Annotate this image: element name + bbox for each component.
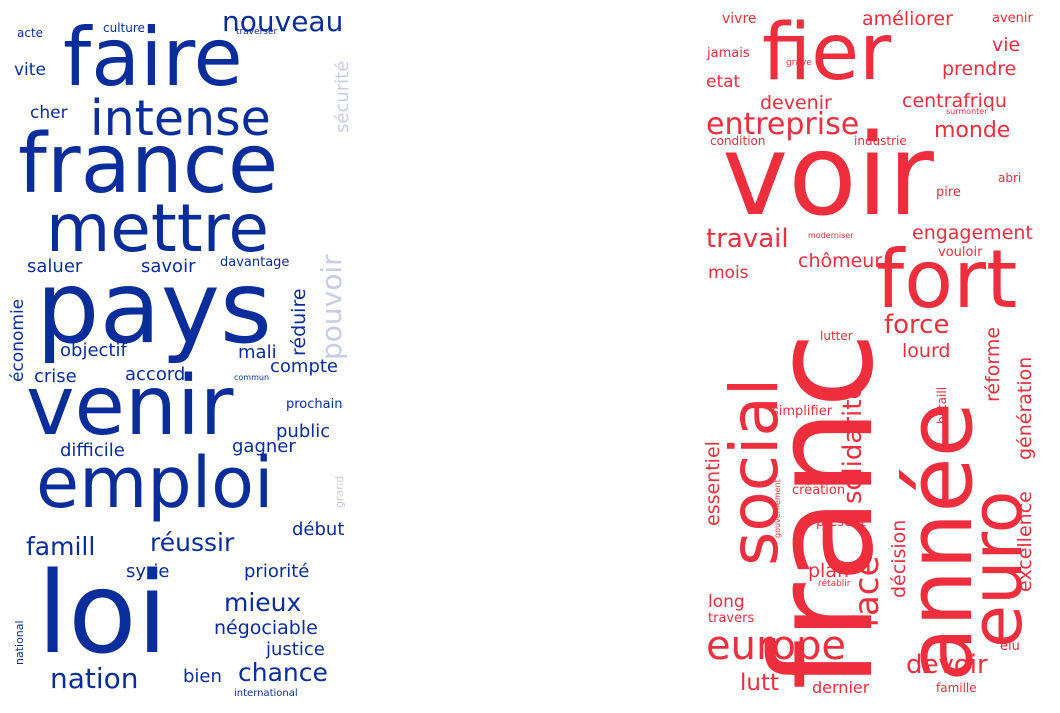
word: pouvoir — [315, 254, 348, 360]
word: fort — [876, 233, 1018, 326]
word: devenir — [760, 92, 832, 114]
word: sécurité — [332, 60, 353, 133]
word: création — [792, 483, 846, 498]
word: fier — [762, 8, 892, 98]
word: industrie — [854, 134, 907, 148]
word: rétablir — [818, 579, 851, 589]
word: présent — [816, 515, 866, 530]
word: plan — [808, 560, 850, 582]
word: emploi — [36, 442, 274, 524]
word: force — [884, 310, 950, 340]
word: traverser — [236, 27, 278, 37]
word: international — [234, 688, 298, 699]
word: famille — [936, 681, 977, 695]
word: abri — [998, 171, 1022, 185]
word: jamais — [707, 46, 750, 61]
word: crise — [34, 366, 77, 387]
word: venir — [26, 359, 234, 454]
word: début — [292, 519, 345, 540]
word: commun — [234, 373, 270, 382]
word: réduire — [288, 288, 310, 356]
word: face — [847, 555, 887, 628]
word: négociable — [214, 617, 318, 639]
word: réforme — [982, 326, 1004, 402]
word: moderniser — [808, 231, 854, 240]
word: essentiel — [702, 441, 724, 526]
word: saluer — [27, 256, 83, 277]
word: accord — [125, 364, 186, 385]
word: réussir — [150, 528, 235, 557]
word: vite — [14, 60, 46, 80]
word: gouvernement — [773, 479, 782, 538]
word: génération — [1014, 356, 1036, 460]
word: vouloir — [938, 245, 983, 260]
word: bien — [183, 666, 222, 687]
word: national — [13, 620, 26, 665]
word: condition — [710, 134, 766, 148]
word: grave — [786, 58, 812, 68]
word: vivre — [722, 11, 757, 27]
word-cloud-blue: acte culture traverser faire nouveau vit… — [0, 0, 370, 713]
word: surmonter — [946, 107, 988, 116]
word: difficile — [60, 440, 125, 461]
word: pire — [936, 185, 961, 200]
word: chômeur — [798, 250, 883, 272]
word: travers — [708, 611, 755, 626]
word: famill — [26, 532, 96, 561]
word: mali — [238, 342, 277, 363]
word: france — [18, 117, 279, 212]
word: dernier — [812, 678, 870, 697]
word: nation — [50, 662, 139, 695]
word: cher — [30, 103, 68, 123]
word: engagement — [912, 222, 1033, 244]
word: culture — [103, 21, 145, 35]
word: etat — [706, 72, 741, 92]
word: avenir — [992, 11, 1033, 26]
word: voir — [722, 111, 934, 241]
word: entreprise — [706, 107, 860, 142]
word: prendre — [942, 58, 1017, 80]
word: priorité — [244, 561, 310, 582]
word: gagner — [232, 436, 296, 457]
word: compte — [270, 356, 339, 377]
word: bataill — [935, 386, 949, 424]
word: public — [276, 421, 331, 442]
word: élu — [1000, 639, 1020, 654]
word: améliorer — [862, 8, 953, 30]
word: loi — [37, 549, 168, 679]
word: simplifier — [772, 404, 833, 419]
word: acte — [17, 26, 44, 40]
word: lutter — [820, 329, 853, 343]
word: pays — [36, 249, 273, 366]
word: économie — [8, 298, 28, 382]
word: décision — [888, 519, 910, 598]
word: europe — [706, 623, 846, 669]
word: syrie — [126, 561, 170, 582]
word: objectif — [60, 340, 127, 361]
word: centrafriqu — [902, 90, 1007, 112]
word: lourd — [902, 340, 951, 362]
word: travail — [706, 224, 789, 254]
word: justice — [266, 639, 325, 660]
word: prochain — [286, 397, 343, 412]
word: davantage — [220, 255, 290, 270]
word: excellence — [1014, 491, 1036, 592]
word: monde — [934, 118, 1011, 143]
word: vie — [992, 34, 1021, 56]
word: mieux — [224, 588, 302, 617]
word: long — [708, 592, 745, 612]
word: savoir — [141, 256, 196, 277]
word: mettre — [46, 190, 269, 267]
word: chance — [238, 658, 328, 687]
word-cloud-red: vivre améliorer avenir fier jamais grave… — [700, 0, 1060, 713]
word: lutt — [740, 670, 780, 696]
word: grand — [333, 475, 346, 508]
word: mois — [708, 263, 749, 283]
word: nouveau — [222, 5, 344, 38]
word: faire — [63, 11, 243, 104]
word: devoir — [906, 650, 988, 680]
word: intense — [90, 90, 271, 147]
